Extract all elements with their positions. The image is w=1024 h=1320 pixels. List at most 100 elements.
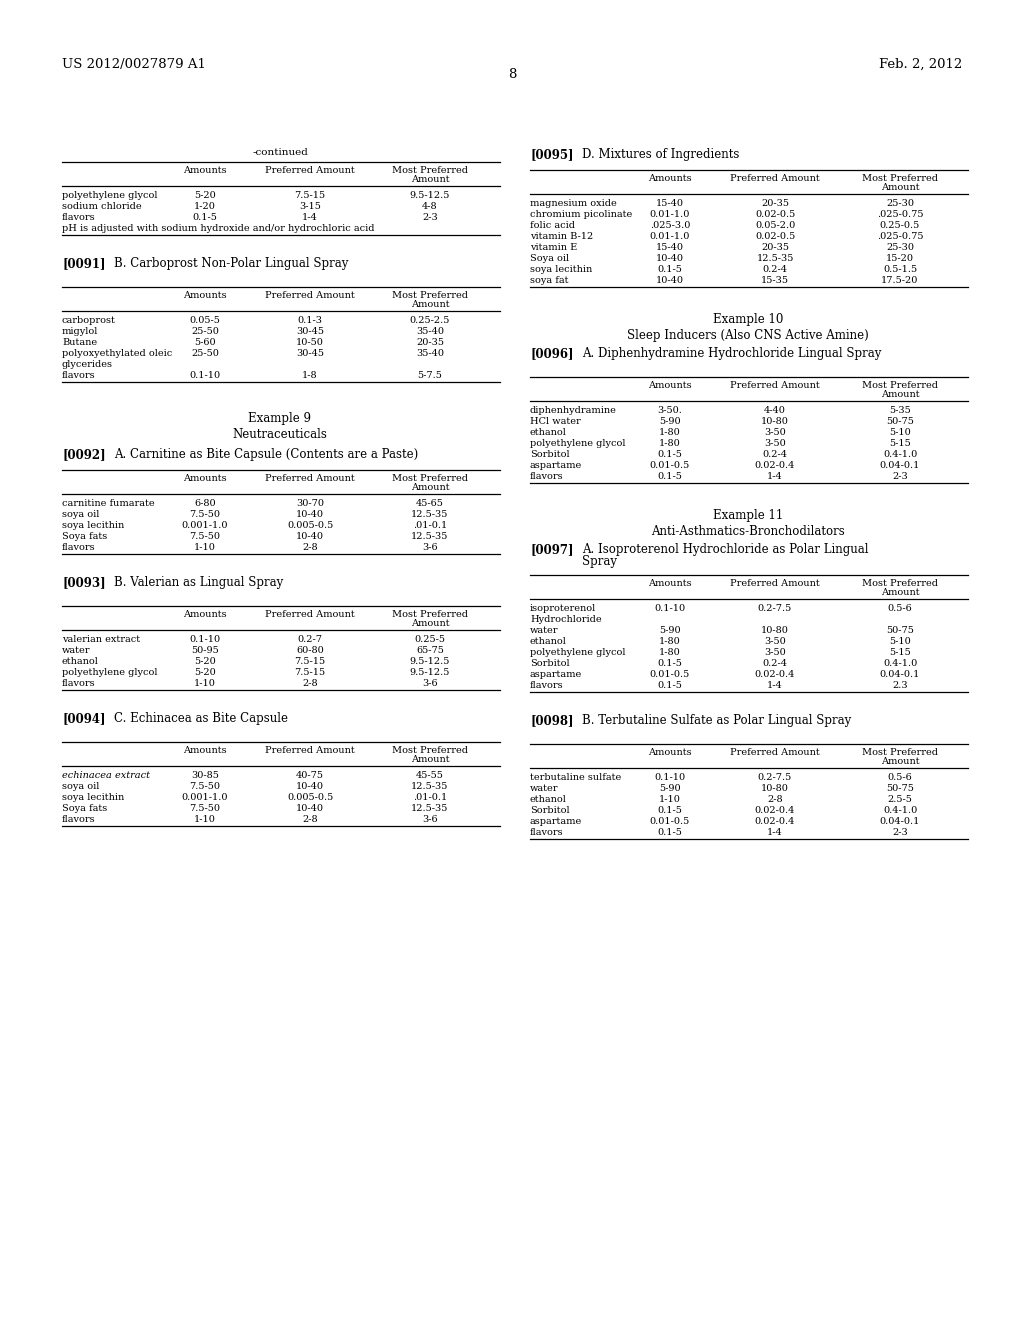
Text: 10-80: 10-80: [761, 626, 788, 635]
Text: Preferred Amount: Preferred Amount: [730, 381, 820, 389]
Text: 0.1-5: 0.1-5: [657, 807, 682, 814]
Text: 25-30: 25-30: [886, 243, 914, 252]
Text: 5-35: 5-35: [889, 407, 911, 414]
Text: 9.5-12.5: 9.5-12.5: [410, 668, 451, 677]
Text: 0.5-1.5: 0.5-1.5: [883, 265, 918, 275]
Text: 30-45: 30-45: [296, 348, 324, 358]
Text: Amounts: Amounts: [648, 381, 692, 389]
Text: D. Mixtures of Ingredients: D. Mixtures of Ingredients: [582, 148, 739, 161]
Text: 0.001-1.0: 0.001-1.0: [181, 793, 228, 803]
Text: 25-50: 25-50: [191, 327, 219, 337]
Text: 3-50: 3-50: [764, 428, 785, 437]
Text: 10-40: 10-40: [656, 276, 684, 285]
Text: 0.02-0.5: 0.02-0.5: [755, 210, 795, 219]
Text: 20-35: 20-35: [416, 338, 444, 347]
Text: 1-80: 1-80: [659, 440, 681, 447]
Text: 0.1-5: 0.1-5: [657, 828, 682, 837]
Text: glycerides: glycerides: [62, 360, 113, 370]
Text: B. Carboprost Non-Polar Lingual Spray: B. Carboprost Non-Polar Lingual Spray: [114, 257, 348, 271]
Text: 2-3: 2-3: [892, 473, 908, 480]
Text: 7.5-50: 7.5-50: [189, 781, 220, 791]
Text: Most Preferred: Most Preferred: [392, 746, 468, 755]
Text: Preferred Amount: Preferred Amount: [265, 610, 355, 619]
Text: 25-50: 25-50: [191, 348, 219, 358]
Text: Butane: Butane: [62, 338, 97, 347]
Text: Most Preferred: Most Preferred: [392, 610, 468, 619]
Text: 5-15: 5-15: [889, 648, 911, 657]
Text: 15-40: 15-40: [656, 243, 684, 252]
Text: .025-0.75: .025-0.75: [877, 232, 924, 242]
Text: soya oil: soya oil: [62, 510, 99, 519]
Text: 0.02-0.4: 0.02-0.4: [755, 817, 796, 826]
Text: 0.25-2.5: 0.25-2.5: [410, 315, 451, 325]
Text: Amounts: Amounts: [183, 610, 226, 619]
Text: 10-80: 10-80: [761, 784, 788, 793]
Text: 10-40: 10-40: [296, 804, 324, 813]
Text: Example 10: Example 10: [713, 313, 783, 326]
Text: Amount: Amount: [411, 300, 450, 309]
Text: flavors: flavors: [62, 371, 95, 380]
Text: 0.1-10: 0.1-10: [189, 371, 220, 380]
Text: 0.1-5: 0.1-5: [657, 473, 682, 480]
Text: [0092]: [0092]: [62, 447, 105, 461]
Text: 0.1-10: 0.1-10: [654, 605, 685, 612]
Text: [0097]: [0097]: [530, 543, 573, 556]
Text: 7.5-50: 7.5-50: [189, 804, 220, 813]
Text: 3-50: 3-50: [764, 440, 785, 447]
Text: diphenhydramine: diphenhydramine: [530, 407, 616, 414]
Text: 50-95: 50-95: [191, 645, 219, 655]
Text: HCl water: HCl water: [530, 417, 581, 426]
Text: water: water: [62, 645, 90, 655]
Text: 1-80: 1-80: [659, 428, 681, 437]
Text: 0.2-7: 0.2-7: [298, 635, 323, 644]
Text: 0.01-0.5: 0.01-0.5: [650, 671, 690, 678]
Text: 7.5-50: 7.5-50: [189, 532, 220, 541]
Text: 2-3: 2-3: [422, 213, 438, 222]
Text: [0095]: [0095]: [530, 148, 573, 161]
Text: aspartame: aspartame: [530, 817, 583, 826]
Text: Amount: Amount: [881, 389, 920, 399]
Text: carnitine fumarate: carnitine fumarate: [62, 499, 155, 508]
Text: 15-40: 15-40: [656, 199, 684, 209]
Text: 65-75: 65-75: [416, 645, 444, 655]
Text: water: water: [530, 626, 558, 635]
Text: soya lecithin: soya lecithin: [62, 521, 124, 531]
Text: Preferred Amount: Preferred Amount: [265, 474, 355, 483]
Text: 1-4: 1-4: [767, 828, 783, 837]
Text: Preferred Amount: Preferred Amount: [730, 748, 820, 756]
Text: Sorbitol: Sorbitol: [530, 659, 569, 668]
Text: 5-15: 5-15: [889, 440, 911, 447]
Text: 50-75: 50-75: [886, 417, 914, 426]
Text: vitamin E: vitamin E: [530, 243, 578, 252]
Text: 2.5-5: 2.5-5: [888, 795, 912, 804]
Text: Sleep Inducers (Also CNS Active Amine): Sleep Inducers (Also CNS Active Amine): [627, 329, 869, 342]
Text: migylol: migylol: [62, 327, 98, 337]
Text: 1-10: 1-10: [195, 814, 216, 824]
Text: Soya oil: Soya oil: [530, 253, 569, 263]
Text: 3-50: 3-50: [764, 648, 785, 657]
Text: Amounts: Amounts: [183, 166, 226, 176]
Text: valerian extract: valerian extract: [62, 635, 140, 644]
Text: -continued: -continued: [252, 148, 308, 157]
Text: Most Preferred: Most Preferred: [862, 381, 938, 389]
Text: [0096]: [0096]: [530, 347, 573, 360]
Text: 10-40: 10-40: [296, 781, 324, 791]
Text: Feb. 2, 2012: Feb. 2, 2012: [879, 58, 962, 71]
Text: Amounts: Amounts: [648, 579, 692, 587]
Text: Most Preferred: Most Preferred: [862, 174, 938, 183]
Text: 0.1-5: 0.1-5: [657, 265, 682, 275]
Text: 0.5-6: 0.5-6: [888, 605, 912, 612]
Text: 0.1-3: 0.1-3: [298, 315, 323, 325]
Text: 5-60: 5-60: [195, 338, 216, 347]
Text: terbutaline sulfate: terbutaline sulfate: [530, 774, 622, 781]
Text: A. Carnitine as Bite Capsule (Contents are a Paste): A. Carnitine as Bite Capsule (Contents a…: [114, 447, 418, 461]
Text: 25-30: 25-30: [886, 199, 914, 209]
Text: isoproterenol: isoproterenol: [530, 605, 596, 612]
Text: 1-80: 1-80: [659, 648, 681, 657]
Text: water: water: [530, 784, 558, 793]
Text: Amounts: Amounts: [648, 748, 692, 756]
Text: 10-40: 10-40: [296, 532, 324, 541]
Text: folic acid: folic acid: [530, 220, 575, 230]
Text: 1-4: 1-4: [302, 213, 317, 222]
Text: 12.5-35: 12.5-35: [412, 781, 449, 791]
